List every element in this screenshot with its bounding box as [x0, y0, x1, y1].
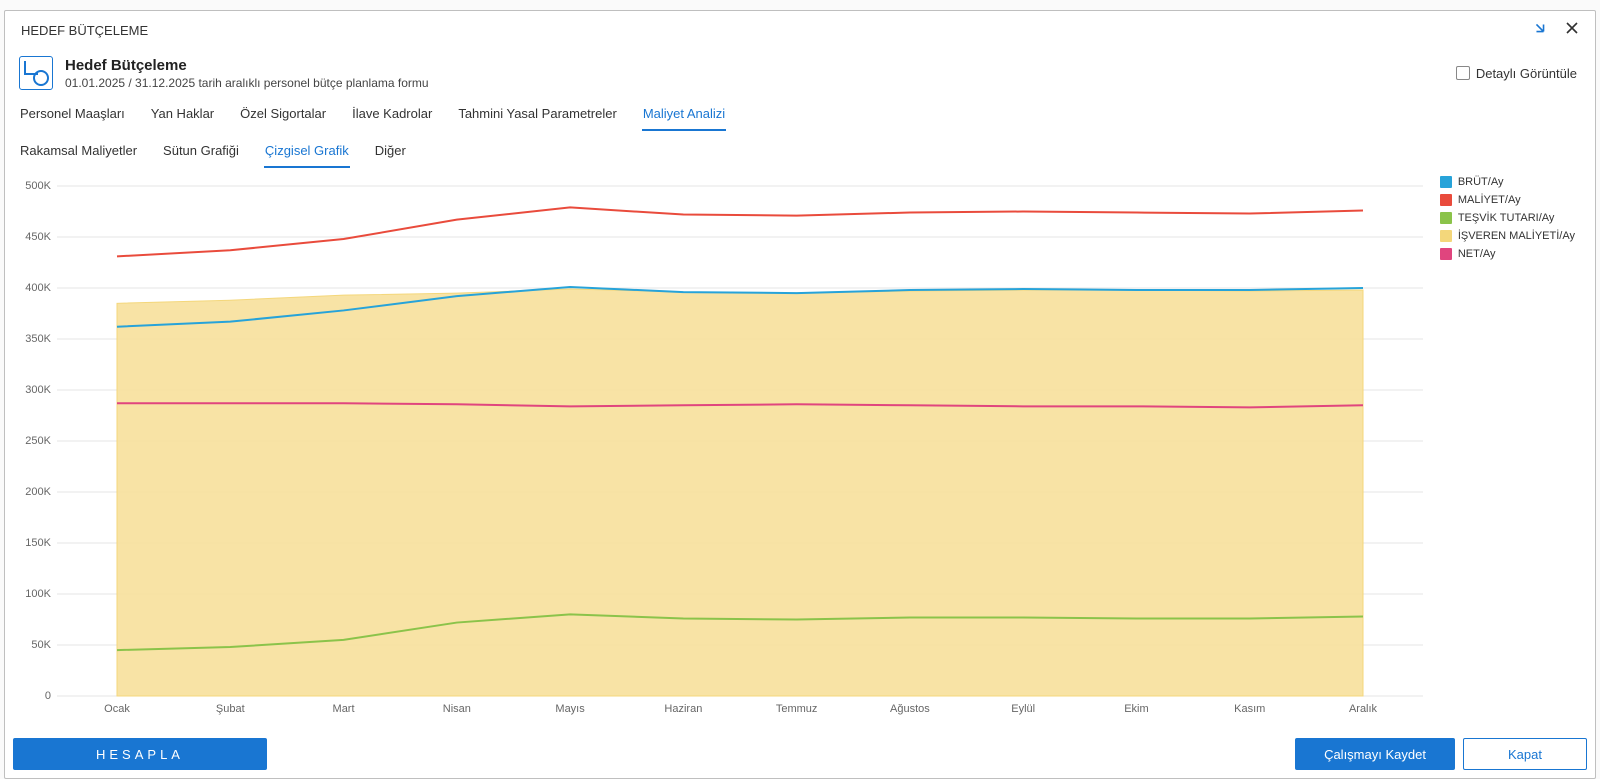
calculate-button[interactable]: HESAPLA — [13, 738, 267, 770]
main-panel: HEDEF BÜTÇELEME Hedef Bütçeleme 01.01.20… — [4, 10, 1596, 779]
svg-text:400K: 400K — [25, 282, 51, 294]
save-button[interactable]: Çalışmayı Kaydet — [1295, 738, 1455, 770]
close-button[interactable]: Kapat — [1463, 738, 1587, 770]
page-titles: Hedef Bütçeleme 01.01.2025 / 31.12.2025 … — [65, 57, 1456, 90]
tab-main-5[interactable]: Maliyet Analizi — [642, 100, 726, 131]
chart-area: 0 50K 100K 150K 200K 250K 300K 350K 400K 450K 500K… — [17, 176, 1583, 722]
tab-sub-2[interactable]: Çizgisel Grafik — [264, 137, 350, 168]
tab-sub-0[interactable]: Rakamsal Maliyetler — [19, 137, 138, 168]
detail-view-label: Detaylı Görüntüle — [1476, 66, 1577, 81]
svg-text:Nisan: Nisan — [443, 703, 471, 715]
svg-text:250K: 250K — [25, 435, 51, 447]
legend-swatch-0 — [1440, 176, 1452, 188]
page-title: Hedef Bütçeleme — [65, 57, 1456, 74]
legend-label-3: İŞVEREN MALİYETİ/Ay — [1458, 230, 1575, 242]
legend-item-1[interactable]: MALİYET/Ay — [1440, 194, 1575, 206]
legend-item-4[interactable]: NET/Ay — [1440, 248, 1575, 260]
tab-main-1[interactable]: Yan Haklar — [150, 100, 215, 131]
tab-sub-1[interactable]: Sütun Grafiği — [162, 137, 240, 168]
svg-text:100K: 100K — [25, 588, 51, 600]
main-tabs: Personel Maaşları Yan Haklar Özel Sigortal… — [5, 100, 1595, 131]
legend-label-1: MALİYET/Ay — [1458, 194, 1521, 206]
close-icon[interactable] — [1565, 21, 1579, 40]
footer-spacer — [275, 738, 1287, 770]
svg-text:500K: 500K — [25, 180, 51, 192]
svg-text:Mart: Mart — [333, 703, 355, 715]
legend-label-4: NET/Ay — [1458, 248, 1496, 260]
chart-legend: BRÜT/Ay MALİYET/Ay TEŞVİK TUTARI/Ay İŞVEREN… — [1440, 176, 1575, 266]
page-header: Hedef Bütçeleme 01.01.2025 / 31.12.2025 … — [5, 50, 1595, 100]
svg-text:Şubat: Şubat — [216, 703, 245, 715]
legend-swatch-4 — [1440, 248, 1452, 260]
svg-text:Mayıs: Mayıs — [555, 703, 585, 715]
tab-sub-3[interactable]: Diğer — [374, 137, 407, 168]
tab-main-2[interactable]: Özel Sigortalar — [239, 100, 327, 131]
svg-text:Eylül: Eylül — [1011, 703, 1035, 715]
legend-label-2: TEŞVİK TUTARI/Ay — [1458, 212, 1555, 224]
svg-text:150K: 150K — [25, 537, 51, 549]
page-subtitle: 01.01.2025 / 31.12.2025 tarih aralıklı p… — [65, 76, 1456, 90]
svg-text:450K: 450K — [25, 231, 51, 243]
footer-bar: HESAPLA Çalışmayı Kaydet Kapat — [13, 738, 1587, 770]
legend-swatch-1 — [1440, 194, 1452, 206]
svg-text:Ekim: Ekim — [1124, 703, 1148, 715]
legend-swatch-3 — [1440, 230, 1452, 242]
svg-text:Aralık: Aralık — [1349, 703, 1378, 715]
svg-text:Haziran: Haziran — [664, 703, 702, 715]
legend-item-2[interactable]: TEŞVİK TUTARI/Ay — [1440, 212, 1575, 224]
svg-text:Kasım: Kasım — [1234, 703, 1265, 715]
svg-text:0: 0 — [45, 690, 51, 702]
detail-view-toggle[interactable]: Detaylı Görüntüle — [1456, 66, 1577, 81]
svg-text:50K: 50K — [31, 639, 51, 651]
svg-text:300K: 300K — [25, 384, 51, 396]
legend-item-0[interactable]: BRÜT/Ay — [1440, 176, 1575, 188]
svg-text:Temmuz: Temmuz — [776, 703, 818, 715]
legend-item-3[interactable]: İŞVEREN MALİYETİ/Ay — [1440, 230, 1575, 242]
detail-view-checkbox[interactable] — [1456, 66, 1470, 80]
svg-text:350K: 350K — [25, 333, 51, 345]
tab-main-4[interactable]: Tahmini Yasal Parametreler — [457, 100, 617, 131]
line-chart[interactable]: 0 50K 100K 150K 200K 250K 300K 350K 400K 450K 500K… — [17, 176, 1583, 722]
legend-swatch-2 — [1440, 212, 1452, 224]
svg-text:Ocak: Ocak — [104, 703, 130, 715]
sub-tabs: Rakamsal Maliyetler Sütun Grafiği Çizgisel… — [5, 137, 1595, 168]
collapse-icon[interactable] — [1533, 21, 1547, 40]
tab-main-3[interactable]: İlave Kadrolar — [351, 100, 433, 131]
panel-header: HEDEF BÜTÇELEME — [5, 11, 1595, 50]
svg-text:Ağustos: Ağustos — [890, 703, 930, 715]
tab-main-0[interactable]: Personel Maaşları — [19, 100, 126, 131]
budget-doc-icon — [19, 56, 53, 90]
window-title: HEDEF BÜTÇELEME — [21, 23, 1515, 38]
svg-text:200K: 200K — [25, 486, 51, 498]
legend-label-0: BRÜT/Ay — [1458, 176, 1504, 188]
